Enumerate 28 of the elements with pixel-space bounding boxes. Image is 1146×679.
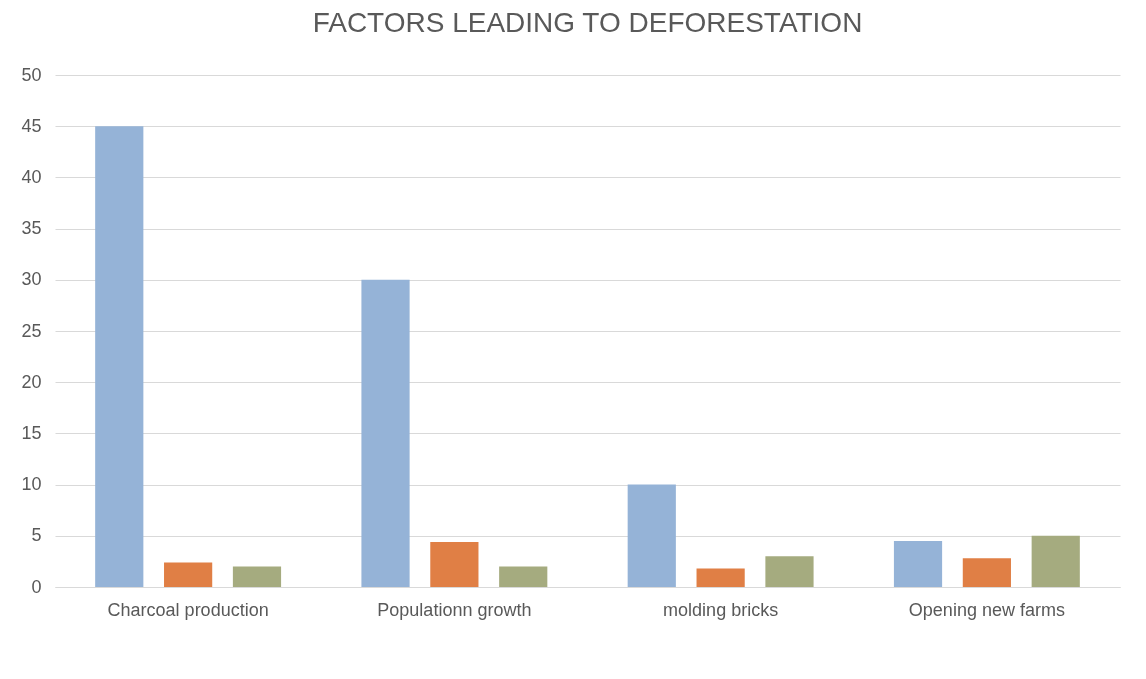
y-tick-label: 40 [21,166,42,187]
y-tick-label: 20 [21,371,42,392]
y-tick-label: 10 [21,474,42,495]
bar [361,279,410,587]
y-tick-label: 15 [21,422,42,443]
y-tick-label: 45 [21,115,42,136]
bar [1031,535,1080,587]
x-tick-label: Opening new farms [908,599,1065,620]
y-tick-label: 30 [21,269,42,290]
x-tick-label: Charcoal production [107,599,269,620]
bar [232,566,282,587]
y-tick-label: 25 [21,320,42,341]
y-tick-label: 0 [31,576,42,597]
y-tick-label: 50 [21,64,42,85]
bar [627,484,676,587]
bar [430,541,479,587]
bar [696,568,745,587]
bar [164,562,213,587]
x-tick-label: Populationn growth [377,599,532,620]
bar [893,540,943,587]
bar [95,126,144,587]
bar [962,558,1011,587]
bar [499,566,548,587]
y-tick-label: 35 [21,218,42,239]
chart-title: FACTORS LEADING TO DEFORESTATION [312,7,863,38]
bar [765,556,814,587]
x-tick-label: molding bricks [663,599,779,620]
y-tick-label: 5 [31,525,42,546]
